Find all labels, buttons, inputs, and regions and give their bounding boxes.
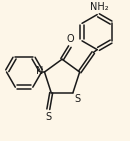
Text: NH₂: NH₂ <box>90 2 108 12</box>
Text: O: O <box>66 34 74 44</box>
Text: N: N <box>36 66 44 76</box>
Text: S: S <box>74 94 80 104</box>
Text: S: S <box>45 112 51 122</box>
